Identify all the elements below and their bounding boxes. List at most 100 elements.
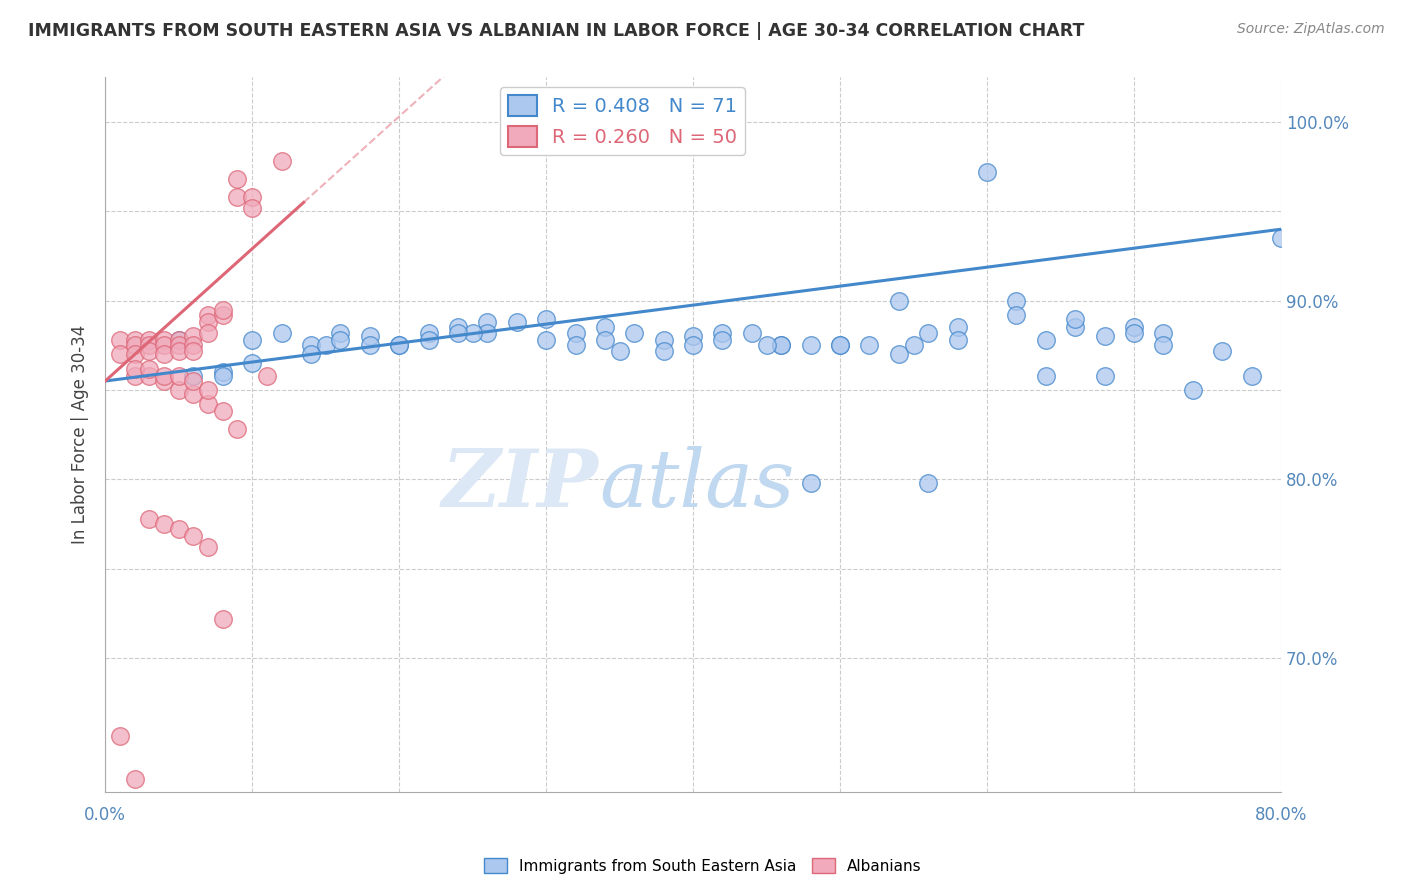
Point: [138, 361, 160, 376]
Point: [1094, 368, 1116, 383]
Point: [211, 404, 233, 418]
Point: [167, 338, 190, 352]
Point: [183, 329, 205, 343]
Point: [1270, 231, 1292, 245]
Point: [755, 338, 778, 352]
Y-axis label: In Labor Force | Age 30-34: In Labor Force | Age 30-34: [72, 325, 89, 544]
Point: [1035, 368, 1057, 383]
Point: [917, 475, 939, 490]
Point: [124, 361, 146, 376]
Point: [388, 338, 411, 352]
Point: [477, 315, 499, 329]
Point: [329, 326, 352, 340]
Point: [226, 172, 249, 186]
Point: [211, 302, 233, 317]
Point: [828, 338, 851, 352]
Point: [153, 338, 176, 352]
Point: [183, 368, 205, 383]
Point: [652, 333, 675, 347]
Point: [1152, 338, 1174, 352]
Point: [652, 343, 675, 358]
Point: [329, 333, 352, 347]
Point: [903, 338, 925, 352]
Point: [124, 338, 146, 352]
Point: [418, 333, 440, 347]
Point: [197, 540, 219, 554]
Point: [1152, 326, 1174, 340]
Point: [299, 338, 322, 352]
Point: [124, 347, 146, 361]
Point: [359, 338, 381, 352]
Point: [1005, 308, 1028, 322]
Point: [256, 368, 278, 383]
Point: [946, 320, 969, 334]
Point: [564, 338, 586, 352]
Point: [447, 326, 470, 340]
Point: [593, 320, 616, 334]
Text: 0.0%: 0.0%: [84, 806, 127, 824]
Point: [1064, 311, 1087, 326]
Point: [1181, 383, 1204, 397]
Point: [359, 329, 381, 343]
Point: [741, 326, 763, 340]
Point: [183, 343, 205, 358]
Point: [167, 368, 190, 383]
Point: [240, 356, 263, 370]
Point: [1211, 343, 1233, 358]
Point: [711, 326, 734, 340]
Point: [138, 511, 160, 525]
Legend: R = 0.408   N = 71, R = 0.260   N = 50: R = 0.408 N = 71, R = 0.260 N = 50: [501, 87, 745, 155]
Point: [240, 201, 263, 215]
Point: [197, 326, 219, 340]
Point: [211, 365, 233, 379]
Point: [183, 338, 205, 352]
Point: [609, 343, 631, 358]
Text: Source: ZipAtlas.com: Source: ZipAtlas.com: [1237, 22, 1385, 37]
Point: [946, 333, 969, 347]
Point: [124, 772, 146, 787]
Point: [682, 338, 704, 352]
Point: [858, 338, 880, 352]
Point: [270, 326, 292, 340]
Point: [124, 368, 146, 383]
Point: [711, 333, 734, 347]
Point: [153, 333, 176, 347]
Point: [593, 333, 616, 347]
Point: [887, 293, 910, 308]
Point: [183, 374, 205, 388]
Point: [211, 611, 233, 625]
Point: [138, 343, 160, 358]
Point: [167, 333, 190, 347]
Point: [197, 315, 219, 329]
Point: [1240, 368, 1263, 383]
Point: [138, 333, 160, 347]
Point: [828, 338, 851, 352]
Point: [917, 326, 939, 340]
Point: [1123, 326, 1146, 340]
Point: [534, 333, 557, 347]
Text: ZIP: ZIP: [441, 446, 599, 524]
Point: [153, 368, 176, 383]
Point: [564, 326, 586, 340]
Point: [183, 386, 205, 401]
Point: [240, 333, 263, 347]
Point: [167, 522, 190, 536]
Point: [153, 516, 176, 531]
Point: [108, 347, 131, 361]
Point: [418, 326, 440, 340]
Point: [887, 347, 910, 361]
Point: [447, 320, 470, 334]
Text: IMMIGRANTS FROM SOUTH EASTERN ASIA VS ALBANIAN IN LABOR FORCE | AGE 30-34 CORREL: IMMIGRANTS FROM SOUTH EASTERN ASIA VS AL…: [28, 22, 1084, 40]
Text: 80.0%: 80.0%: [1254, 806, 1308, 824]
Point: [167, 383, 190, 397]
Point: [226, 422, 249, 436]
Point: [770, 338, 793, 352]
Point: [315, 338, 337, 352]
Point: [976, 165, 998, 179]
Point: [1123, 320, 1146, 334]
Point: [197, 383, 219, 397]
Point: [211, 368, 233, 383]
Point: [461, 326, 484, 340]
Point: [770, 338, 793, 352]
Point: [682, 329, 704, 343]
